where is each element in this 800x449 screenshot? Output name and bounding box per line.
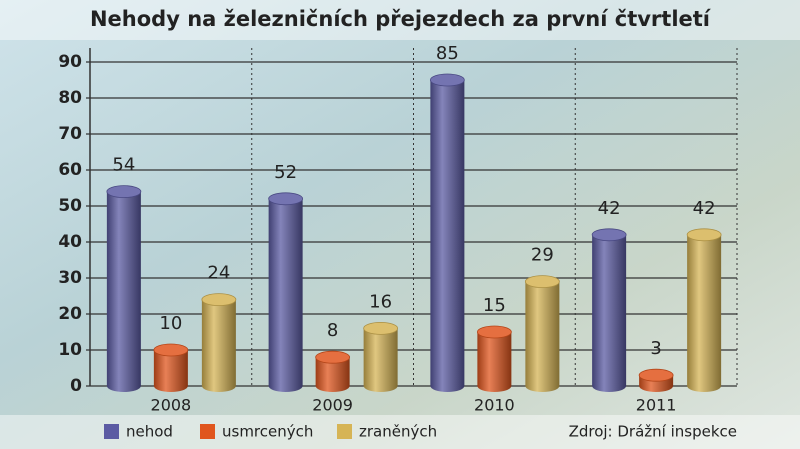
y-tick-label: 70 (58, 124, 82, 144)
bar-body (687, 234, 722, 392)
bar (429, 73, 465, 392)
bar-body (201, 299, 236, 392)
source: Zdroj: Drážní inspekce (569, 423, 737, 441)
bar-top (591, 228, 627, 242)
bar (476, 325, 512, 392)
bar (201, 293, 237, 392)
value-label: 10 (159, 313, 182, 334)
bar-body (363, 328, 398, 392)
bar-body (153, 350, 188, 392)
bar-top (106, 185, 142, 199)
bar-body (268, 198, 303, 392)
bar-top (686, 228, 722, 242)
bar (363, 321, 399, 392)
bar (268, 192, 304, 392)
value-label: 29 (531, 245, 554, 266)
bar-top (363, 321, 399, 335)
legend-label: usmrcených (222, 423, 313, 441)
bar-body (106, 191, 141, 392)
value-label: 42 (598, 198, 621, 219)
bar-top (429, 73, 465, 87)
chart-title: Nehody na železničních přejezdech za prv… (90, 7, 712, 31)
bar-top (476, 325, 512, 339)
bar (106, 185, 142, 392)
value-label: 16 (369, 291, 392, 312)
value-label: 8 (327, 320, 338, 341)
y-tick-label: 60 (58, 160, 82, 180)
bar-top (638, 368, 674, 382)
x-tick-label: 2010 (474, 396, 515, 415)
bar-body (477, 332, 512, 392)
value-label: 54 (112, 155, 135, 176)
legend-label: zraněných (359, 423, 437, 441)
value-label: 24 (207, 263, 230, 284)
bar (591, 228, 627, 392)
bar-body (430, 80, 465, 392)
bar (315, 350, 351, 392)
x-tick-label: 2009 (312, 396, 353, 415)
bar-top (201, 293, 237, 307)
value-label: 85 (436, 43, 459, 64)
bar-body (315, 357, 350, 392)
bar-top (268, 192, 304, 206)
y-tick-label: 20 (58, 304, 82, 324)
bar-top (315, 350, 351, 364)
y-tick-label: 80 (58, 88, 82, 108)
value-label: 42 (693, 198, 716, 219)
x-tick-label: 2011 (636, 396, 677, 415)
bar (686, 228, 722, 392)
legend-swatch (200, 424, 215, 439)
bar (153, 343, 189, 392)
bar (638, 368, 674, 392)
legend-label: nehod (126, 423, 173, 441)
bar-top (524, 275, 560, 289)
x-tick-label: 2008 (151, 396, 192, 415)
bar-body (525, 281, 560, 392)
value-label: 3 (650, 338, 661, 359)
bar-top (153, 343, 189, 357)
y-tick-label: 10 (58, 340, 82, 360)
legend-swatch (104, 424, 119, 439)
y-tick-label: 30 (58, 268, 82, 288)
value-label: 52 (274, 162, 297, 183)
y-tick-label: 0 (70, 376, 82, 396)
legend-swatch (337, 424, 352, 439)
bar-body (592, 234, 627, 392)
value-label: 15 (483, 295, 506, 316)
y-tick-label: 50 (58, 196, 82, 216)
bar (524, 275, 560, 392)
y-tick-label: 40 (58, 232, 82, 252)
title-band (0, 0, 800, 40)
y-tick-label: 90 (58, 52, 82, 72)
legend-band (0, 415, 800, 449)
